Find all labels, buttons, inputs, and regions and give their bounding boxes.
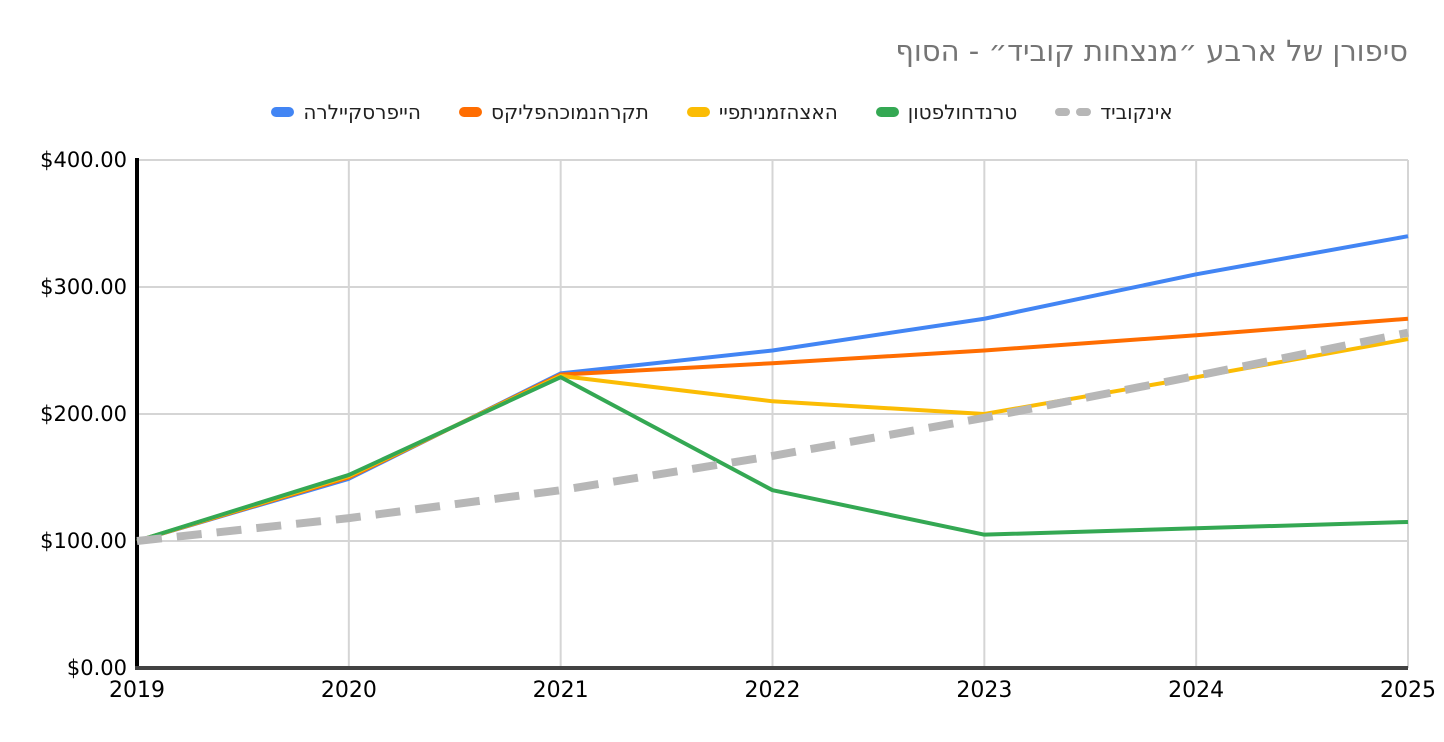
series-line-4 <box>136 328 1409 545</box>
chart-legend: הייפרסקיילרה תקרהנמוכהפליקס האצהזמניתפיי טר… <box>0 100 1444 124</box>
x-tick-label: 2021 <box>532 678 589 703</box>
y-tick-label: $200.00 <box>40 402 127 426</box>
x-tick-label: 2025 <box>1380 678 1436 703</box>
legend-item-1: תקרהנמוכהפליקס <box>458 100 649 124</box>
x-tick-label: 2019 <box>109 678 165 703</box>
legend-swatch-icon <box>686 107 710 117</box>
legend-swatch-icon <box>271 107 295 117</box>
legend-dash-icon <box>1055 108 1071 116</box>
legend-item-2: האצהזמניתפיי <box>686 100 838 124</box>
x-tick-label: 2020 <box>320 678 377 703</box>
legend-dash-icon <box>1076 108 1092 116</box>
y-tick-label: $300.00 <box>40 275 127 299</box>
series-line-3 <box>136 375 1409 543</box>
legend-label: האצהזמניתפיי <box>718 100 838 124</box>
x-tick-label: 2024 <box>1168 678 1225 703</box>
legend-swatch-icon <box>458 107 482 117</box>
x-tick-label: 2023 <box>956 678 1013 703</box>
x-tick-label: 2022 <box>744 678 801 703</box>
chart-title: סיפורן של ארבע ״מנצחות קוביד״ - הסוף <box>895 34 1408 68</box>
y-tick-label: $0.00 <box>66 656 127 680</box>
legend-item-0: הייפרסקיילרה <box>271 100 421 124</box>
y-tick-label: $400.00 <box>40 148 127 172</box>
y-tick-label: $100.00 <box>40 529 127 553</box>
legend-label: הייפרסקיילרה <box>303 100 421 124</box>
legend-label: תקרהנמוכהפליקס <box>490 100 649 124</box>
legend-swatch-icon <box>875 107 899 117</box>
legend-label: טרנדחולפטון <box>907 100 1018 124</box>
legend-item-3: טרנדחולפטון <box>875 100 1018 124</box>
legend-swatch-dashed-icon <box>1055 108 1092 116</box>
legend-item-4: אינקוביד <box>1055 100 1173 124</box>
legend-label: אינקוביד <box>1100 100 1173 124</box>
